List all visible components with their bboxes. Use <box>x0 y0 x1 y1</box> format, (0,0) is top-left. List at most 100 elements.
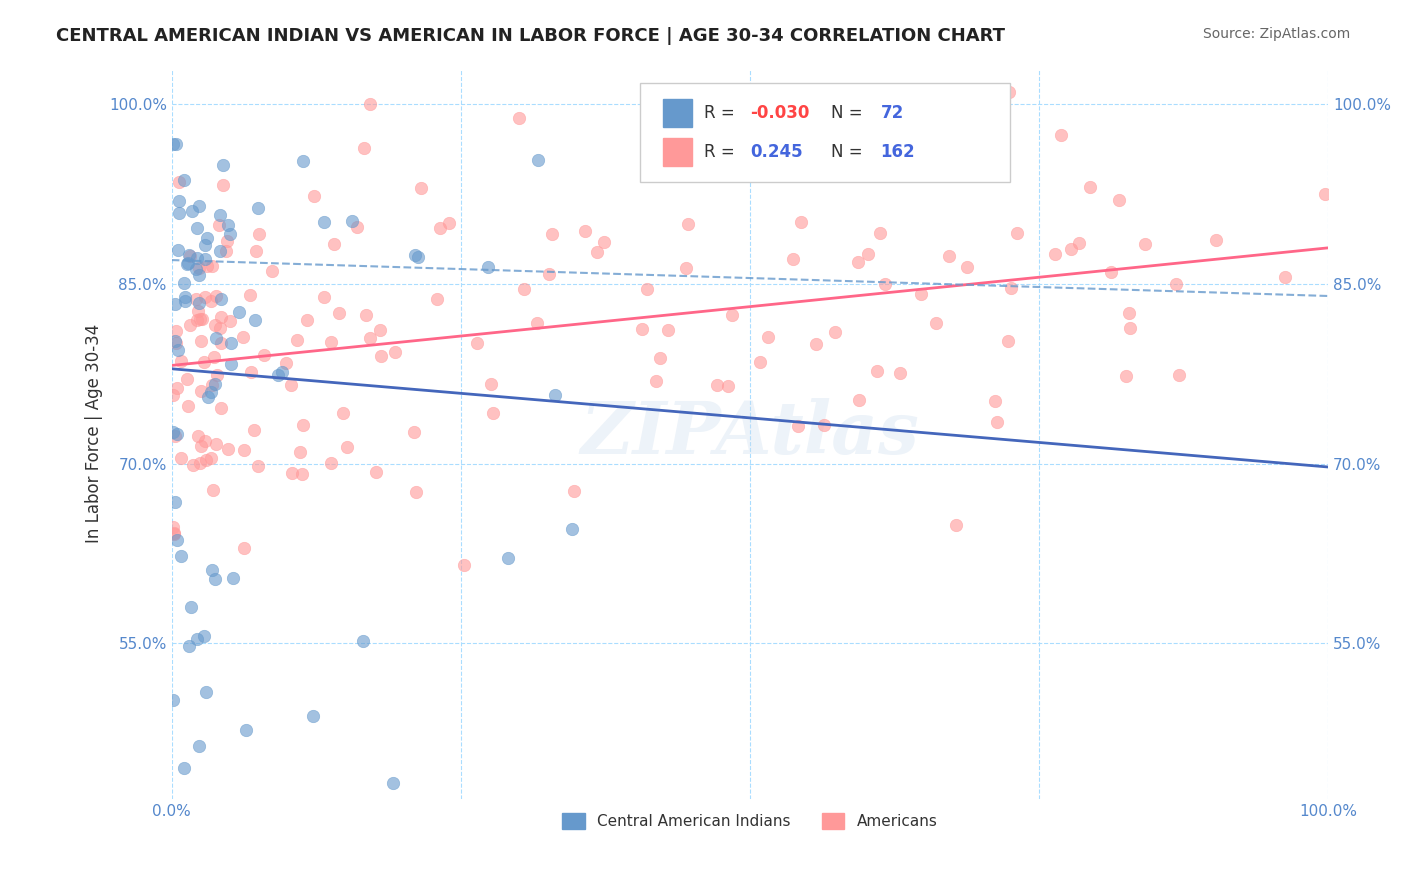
Point <box>209 207 232 221</box>
Point <box>873 277 896 291</box>
Point <box>678 217 700 231</box>
Point <box>194 452 217 467</box>
Point <box>193 629 215 643</box>
Point <box>179 249 201 263</box>
Point <box>169 206 191 220</box>
Point <box>513 282 536 296</box>
Point <box>233 541 256 555</box>
Point <box>212 158 235 172</box>
Text: N =: N = <box>831 143 868 161</box>
Point <box>187 199 209 213</box>
Point <box>169 175 191 189</box>
Point <box>717 379 740 393</box>
Point <box>910 286 932 301</box>
Point <box>209 292 232 306</box>
Point <box>187 739 209 753</box>
Point <box>482 405 505 419</box>
Point <box>411 180 433 194</box>
Point <box>211 178 233 192</box>
FancyBboxPatch shape <box>640 83 1010 182</box>
Point <box>209 320 232 334</box>
Point <box>538 268 561 282</box>
Point <box>972 162 994 177</box>
Point <box>186 221 208 235</box>
Point <box>188 268 211 282</box>
Point <box>586 244 609 259</box>
Point <box>382 776 405 790</box>
Point <box>243 423 266 437</box>
Point <box>208 244 231 258</box>
Point <box>813 418 835 433</box>
Point <box>846 254 869 268</box>
Point <box>201 259 224 273</box>
Point <box>247 201 270 215</box>
Point <box>574 224 596 238</box>
Point <box>675 260 697 275</box>
Point <box>209 310 232 324</box>
Point <box>359 97 381 112</box>
Text: 162: 162 <box>880 143 915 161</box>
Point <box>869 226 891 240</box>
Point <box>193 355 215 369</box>
Point <box>332 406 354 420</box>
Point <box>1205 233 1227 247</box>
Point <box>955 260 977 275</box>
Point <box>188 311 211 326</box>
Point <box>295 313 318 327</box>
Point <box>176 371 198 385</box>
Point <box>177 399 200 413</box>
Point <box>1166 277 1188 292</box>
Text: ZIPAtlas: ZIPAtlas <box>581 398 920 469</box>
Point <box>190 456 212 470</box>
Point <box>222 571 245 585</box>
Point <box>243 313 266 327</box>
Point <box>174 293 197 308</box>
Point <box>1115 369 1137 384</box>
Point <box>804 337 827 351</box>
Point <box>194 237 217 252</box>
Point <box>200 294 222 309</box>
Point <box>304 188 326 202</box>
Point <box>204 318 226 332</box>
Point <box>167 343 190 357</box>
Point <box>319 334 342 349</box>
Point <box>200 384 222 399</box>
Point <box>215 244 238 258</box>
Point <box>323 236 346 251</box>
Point <box>402 425 425 440</box>
Point <box>191 311 214 326</box>
Point <box>356 308 378 322</box>
Point <box>1005 227 1028 241</box>
Point <box>253 348 276 362</box>
Point <box>215 234 238 248</box>
Point <box>593 235 616 249</box>
Point <box>787 419 810 434</box>
Point <box>239 365 262 379</box>
Point <box>1050 128 1073 142</box>
Point <box>364 465 387 479</box>
Point <box>749 355 772 369</box>
Bar <box>664 138 692 166</box>
Point <box>179 318 201 332</box>
Point <box>201 563 224 577</box>
Point <box>194 684 217 698</box>
Point <box>190 439 212 453</box>
Point <box>165 324 187 338</box>
Point <box>186 313 208 327</box>
Point <box>219 336 242 351</box>
Text: R =: R = <box>703 104 740 122</box>
Point <box>359 331 381 345</box>
Point <box>177 640 200 654</box>
Point <box>426 292 449 306</box>
Point <box>187 428 209 442</box>
Point <box>162 527 184 541</box>
Point <box>218 314 240 328</box>
Point <box>314 289 336 303</box>
Point <box>477 260 499 275</box>
Point <box>1133 236 1156 251</box>
Point <box>437 216 460 230</box>
Point <box>561 522 583 536</box>
Point <box>162 137 184 152</box>
Point <box>217 442 239 457</box>
Point <box>204 437 226 451</box>
